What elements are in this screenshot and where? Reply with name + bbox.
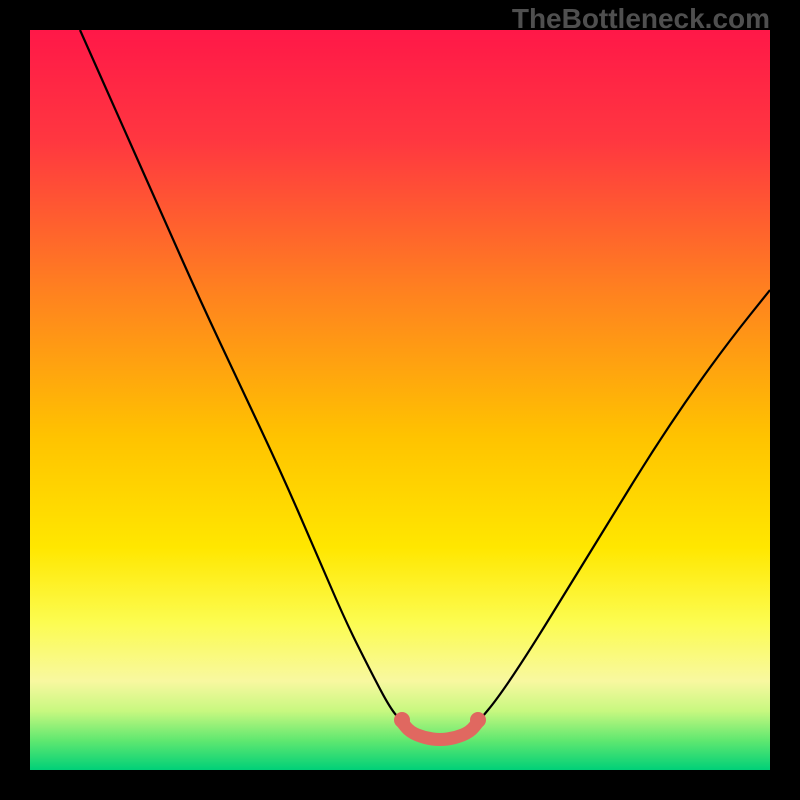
curve-left-branch — [80, 30, 402, 722]
plot-area — [30, 30, 770, 770]
watermark-text: TheBottleneck.com — [512, 3, 770, 35]
chart-frame: TheBottleneck.com — [0, 0, 800, 800]
plateau-cap-left — [394, 712, 410, 728]
plateau-segment — [402, 722, 478, 740]
curve-right-branch — [478, 290, 770, 722]
plateau-cap-right — [470, 712, 486, 728]
bottleneck-curve — [30, 30, 770, 770]
